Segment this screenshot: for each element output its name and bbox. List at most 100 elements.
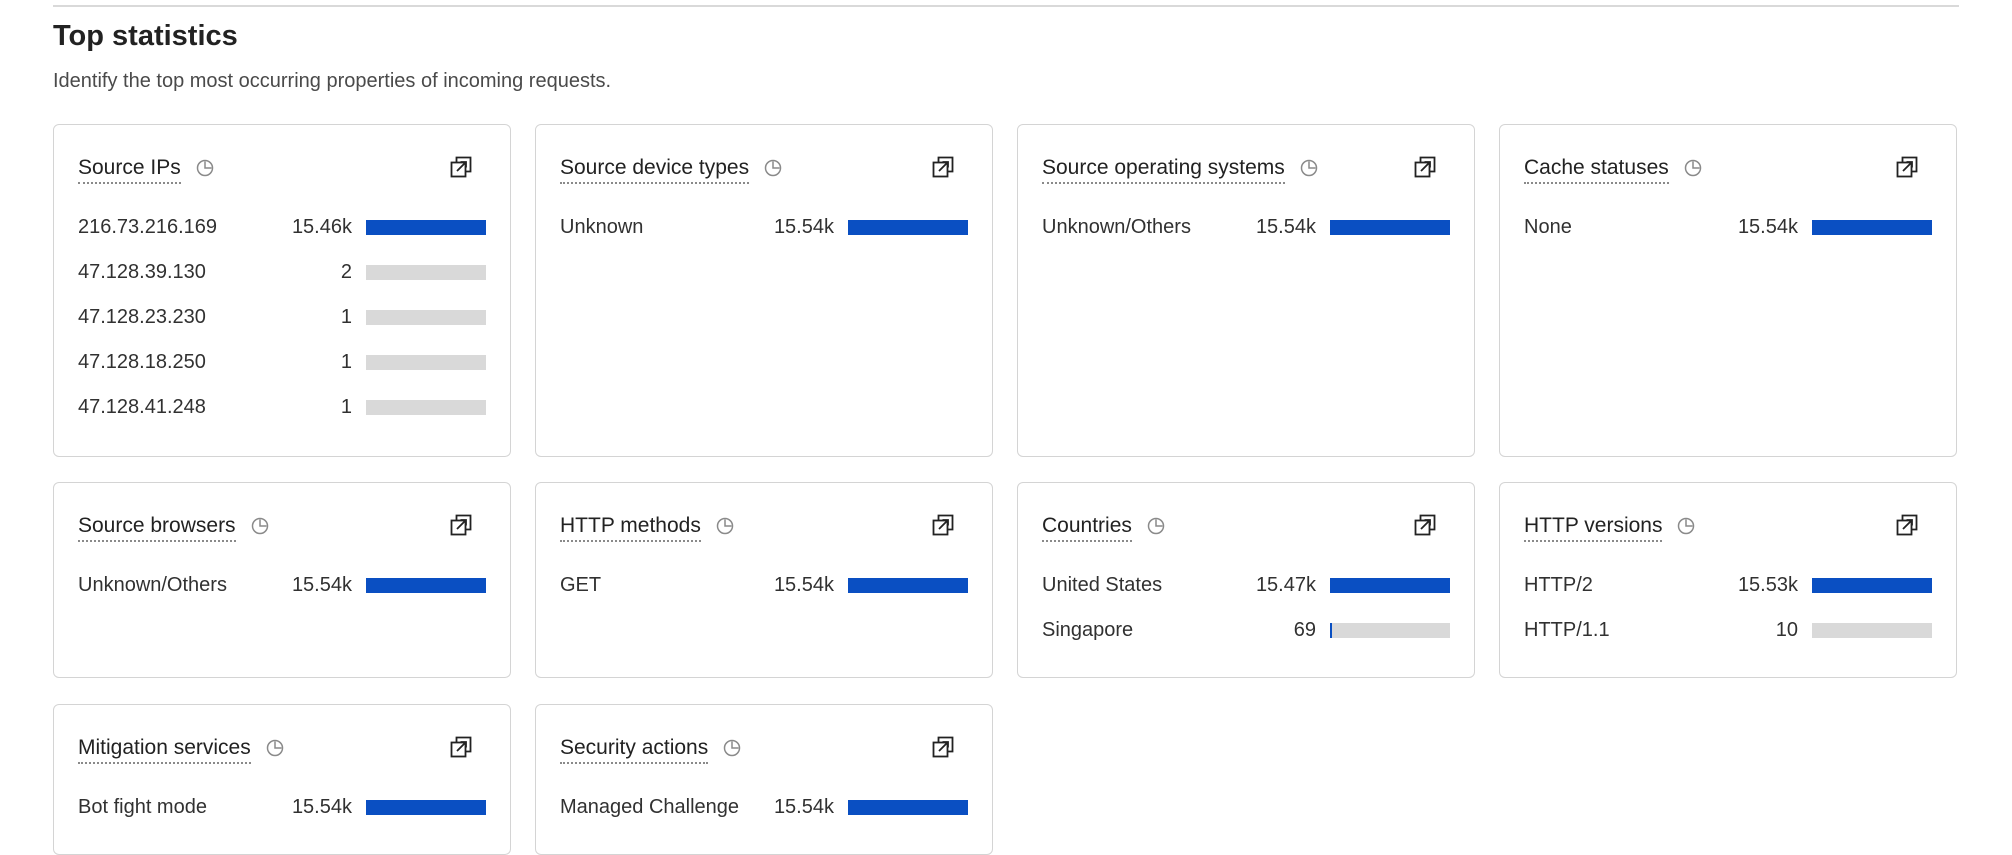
card-header: HTTP methods [560,513,968,549]
bar-track [1812,623,1932,638]
card-title[interactable]: HTTP versions [1524,513,1663,542]
bar-track [1330,578,1450,593]
card-title[interactable]: Source device types [560,155,750,184]
card-title[interactable]: Mitigation services [78,735,251,764]
clock-icon [764,159,782,177]
bar-track [848,578,968,593]
row-label: Unknown/Others [78,574,227,596]
stat-row: 47.128.41.248 1 [78,395,486,440]
expand-icon[interactable] [1413,155,1437,179]
clock-icon [251,517,269,535]
stat-row: Singapore 69 [1042,618,1450,663]
row-label: Unknown/Others [1042,216,1191,238]
row-value: 15.54k [773,796,834,818]
row-label: Unknown [560,216,644,238]
bar-fill [848,578,968,593]
bar-track [366,800,486,815]
bar-track [1330,220,1450,235]
bar-fill [1812,220,1932,235]
bar-fill [848,800,968,815]
bar-track [366,310,486,325]
section-divider [53,5,1959,7]
clock-icon [1300,159,1318,177]
card-header: Source IPs [78,155,486,191]
stat-row: 47.128.23.230 1 [78,305,486,350]
bar-fill [848,220,968,235]
stat-row: 47.128.39.130 2 [78,260,486,305]
card-title[interactable]: HTTP methods [560,513,701,542]
row-label: Singapore [1042,619,1134,641]
bar-fill [1330,220,1450,235]
row-label: None [1524,216,1572,238]
clock-icon [1147,517,1165,535]
stat-row: None 15.54k [1524,215,1932,260]
clock-icon [1677,517,1695,535]
card-header: Source browsers [78,513,486,549]
expand-icon[interactable] [449,155,473,179]
row-label: 47.128.39.130 [78,261,206,283]
bar-fill [366,578,486,593]
clock-icon [723,739,741,757]
expand-icon[interactable] [449,513,473,537]
stat-rows: Unknown/Others 15.54k [78,573,486,618]
row-value: 15.54k [291,796,352,818]
card-header: Source device types [560,155,968,191]
row-label: HTTP/1.1 [1524,619,1610,641]
clock-icon [266,739,284,757]
row-label: 47.128.18.250 [78,351,206,373]
row-label: 47.128.23.230 [78,306,206,328]
expand-icon[interactable] [449,735,473,759]
stat-rows: Bot fight mode 15.54k [78,795,486,840]
stat-card-cache-statuses: Cache statuses None 15.54k [1499,124,1957,457]
bar-track [366,400,486,415]
row-value: 15.54k [1255,216,1316,238]
expand-icon[interactable] [1895,513,1919,537]
card-title[interactable]: Cache statuses [1524,155,1669,184]
card-title[interactable]: Security actions [560,735,709,764]
stat-row: Managed Challenge 15.54k [560,795,968,840]
bar-fill [1330,578,1450,593]
expand-icon[interactable] [931,155,955,179]
stat-card-source-operating-systems: Source operating systems Unknown/Others 15… [1017,124,1475,457]
row-value: 1 [340,306,352,328]
row-value: 15.46k [291,216,352,238]
card-title[interactable]: Countries [1042,513,1132,542]
card-header: Source operating systems [1042,155,1450,191]
card-header: Cache statuses [1524,155,1932,191]
stat-card-countries: Countries United States 15.47k Singapore 69 [1017,482,1475,678]
stat-row: Unknown 15.54k [560,215,968,260]
row-label: Managed Challenge [560,796,740,818]
stat-rows: United States 15.47k Singapore 69 [1042,573,1450,663]
expand-icon[interactable] [931,735,955,759]
row-value: 69 [1293,619,1316,641]
stat-row: Unknown/Others 15.54k [1042,215,1450,260]
expand-icon[interactable] [1895,155,1919,179]
stat-rows: HTTP/2 15.53k HTTP/1.1 10 [1524,573,1932,663]
card-title[interactable]: Source browsers [78,513,236,542]
card-title[interactable]: Source IPs [78,155,181,184]
expand-icon[interactable] [931,513,955,537]
bar-track [366,220,486,235]
row-value: 15.54k [773,216,834,238]
stat-row: HTTP/1.1 10 [1524,618,1932,663]
stat-row: United States 15.47k [1042,573,1450,618]
bar-track [366,265,486,280]
card-header: Mitigation services [78,735,486,771]
bar-track [366,355,486,370]
stat-row: GET 15.54k [560,573,968,618]
row-label: GET [560,574,602,596]
card-title[interactable]: Source operating systems [1042,155,1285,184]
card-header: Security actions [560,735,968,771]
stat-card-security-actions: Security actions Managed Challenge 15.54k [535,704,993,855]
stat-row: 47.128.18.250 1 [78,350,486,395]
stat-card-http-methods: HTTP methods GET 15.54k [535,482,993,678]
row-label: United States [1042,574,1163,596]
bar-track [1812,220,1932,235]
row-value: 15.54k [773,574,834,596]
bar-track [1330,623,1450,638]
bar-fill [366,800,486,815]
expand-icon[interactable] [1413,513,1437,537]
bar-track [366,578,486,593]
row-value: 15.54k [291,574,352,596]
clock-icon [196,159,214,177]
